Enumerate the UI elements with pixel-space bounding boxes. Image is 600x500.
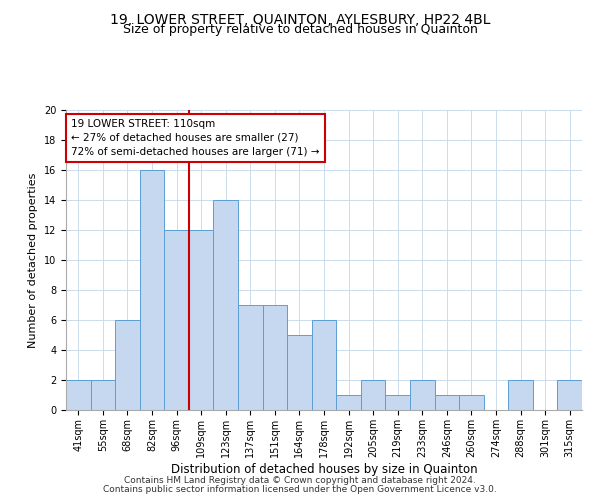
Bar <box>189 230 214 410</box>
Text: 19, LOWER STREET, QUAINTON, AYLESBURY, HP22 4BL: 19, LOWER STREET, QUAINTON, AYLESBURY, H… <box>110 12 490 26</box>
Bar <box>287 335 312 410</box>
Bar <box>263 305 287 410</box>
Bar <box>385 395 410 410</box>
Bar <box>434 395 459 410</box>
Text: Contains public sector information licensed under the Open Government Licence v3: Contains public sector information licen… <box>103 485 497 494</box>
Bar <box>336 395 361 410</box>
Bar <box>459 395 484 410</box>
Bar <box>410 380 434 410</box>
Y-axis label: Number of detached properties: Number of detached properties <box>28 172 38 348</box>
Bar <box>91 380 115 410</box>
Text: 19 LOWER STREET: 110sqm
← 27% of detached houses are smaller (27)
72% of semi-de: 19 LOWER STREET: 110sqm ← 27% of detache… <box>71 119 320 157</box>
Bar <box>557 380 582 410</box>
Text: Size of property relative to detached houses in Quainton: Size of property relative to detached ho… <box>122 22 478 36</box>
Bar <box>140 170 164 410</box>
X-axis label: Distribution of detached houses by size in Quainton: Distribution of detached houses by size … <box>170 462 478 475</box>
Bar <box>66 380 91 410</box>
Bar <box>312 320 336 410</box>
Bar <box>508 380 533 410</box>
Bar <box>238 305 263 410</box>
Bar <box>115 320 140 410</box>
Bar <box>214 200 238 410</box>
Text: Contains HM Land Registry data © Crown copyright and database right 2024.: Contains HM Land Registry data © Crown c… <box>124 476 476 485</box>
Bar <box>361 380 385 410</box>
Bar <box>164 230 189 410</box>
